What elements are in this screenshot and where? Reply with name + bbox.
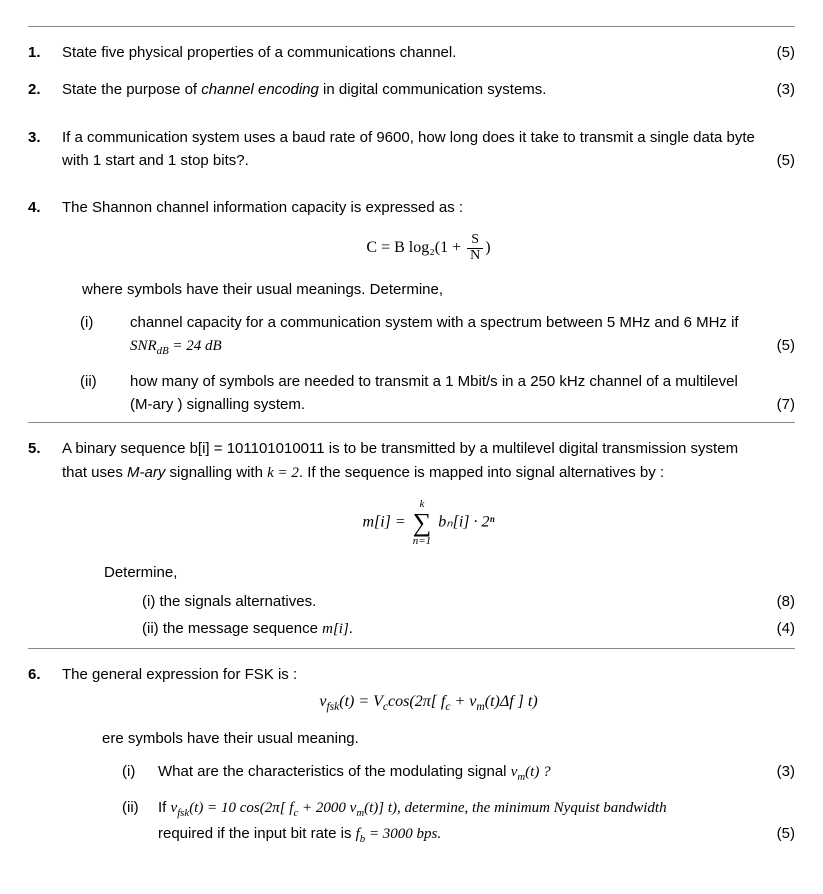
q3-marks: (5) bbox=[777, 149, 795, 172]
q5-i-marks: (8) bbox=[777, 590, 795, 613]
q3-line1: If a communication system uses a baud ra… bbox=[62, 126, 795, 149]
q4-i-marks: (5) bbox=[777, 334, 795, 357]
question-3: 3. If a communication system uses a baud… bbox=[28, 126, 795, 173]
q5-part-ii: (ii) the message sequence m[i]. (4) bbox=[142, 617, 795, 641]
q6-part-i: (i) What are the characteristics of the … bbox=[122, 760, 795, 786]
q4-where: where symbols have their usual meanings.… bbox=[82, 278, 795, 301]
q5-number: 5. bbox=[28, 437, 62, 641]
q5-ii-marks: (4) bbox=[777, 617, 795, 641]
q4-equation: C = B log₂(1 + SN) bbox=[62, 233, 795, 263]
q6-i-marks: (3) bbox=[777, 760, 795, 783]
question-6: 6. The general expression for FSK is : v… bbox=[28, 663, 795, 848]
q1-marks: (5) bbox=[777, 41, 795, 64]
q1-text: State five physical properties of a comm… bbox=[62, 41, 777, 64]
q3-line2: with 1 start and 1 stop bits?. bbox=[62, 149, 777, 172]
rule-after-q4 bbox=[28, 422, 795, 423]
q6-number: 6. bbox=[28, 663, 62, 848]
q4-ii-marks: (7) bbox=[777, 393, 795, 416]
q4-part-ii: (ii) how many of symbols are needed to t… bbox=[80, 370, 795, 417]
q5-equation: m[i] = k∑n=1 bₙ[i] · 2ⁿ bbox=[62, 499, 795, 547]
q5-line2: that uses M-ary signalling with k = 2. I… bbox=[62, 461, 795, 485]
q5-determine: Determine, bbox=[104, 561, 795, 584]
question-4: 4. The Shannon channel information capac… bbox=[28, 196, 795, 416]
q6-equation: vfsk(t) = Vccos(2π[ fc + vm(t)Δf ] t) bbox=[62, 690, 795, 717]
question-5: 5. A binary sequence b[i] = 101101010011… bbox=[28, 437, 795, 641]
q2-text: State the purpose of channel encoding in… bbox=[62, 78, 777, 101]
q6-ii-marks: (5) bbox=[777, 822, 795, 845]
question-1: 1. State five physical properties of a c… bbox=[28, 41, 795, 64]
top-rule bbox=[28, 26, 795, 27]
q1-number: 1. bbox=[28, 41, 62, 64]
q4-part-i: (i) channel capacity for a communication… bbox=[80, 311, 795, 360]
q3-number: 3. bbox=[28, 126, 62, 173]
q2-marks: (3) bbox=[777, 78, 795, 101]
rule-after-q5 bbox=[28, 648, 795, 649]
q5-line1: A binary sequence b[i] = 101101010011 is… bbox=[62, 437, 795, 460]
q2-number: 2. bbox=[28, 78, 62, 101]
q4-number: 4. bbox=[28, 196, 62, 416]
q4-intro: The Shannon channel information capacity… bbox=[62, 196, 795, 219]
q5-part-i: (i) the signals alternatives. (8) bbox=[142, 590, 795, 613]
q6-intro: The general expression for FSK is : bbox=[62, 663, 795, 686]
q6-part-ii: (ii) If vfsk(t) = 10 cos(2π[ fc + 2000 v… bbox=[122, 796, 795, 847]
question-2: 2. State the purpose of channel encoding… bbox=[28, 78, 795, 101]
q6-where: ere symbols have their usual meaning. bbox=[102, 727, 795, 750]
